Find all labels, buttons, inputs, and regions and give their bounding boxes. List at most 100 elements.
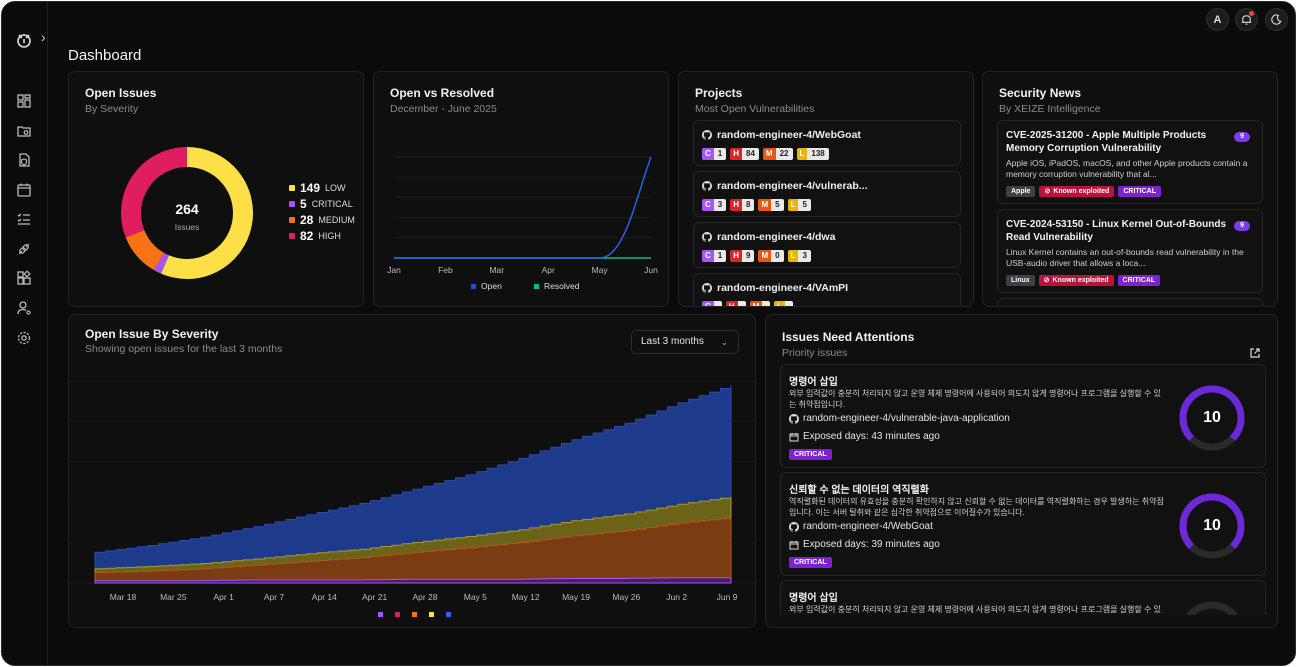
gear-icon[interactable] bbox=[16, 330, 32, 346]
github-icon bbox=[702, 283, 712, 293]
theme-icon bbox=[1271, 14, 1282, 25]
x-tick-label: Apr 7 bbox=[264, 592, 285, 602]
list-check-icon[interactable] bbox=[16, 211, 32, 227]
severity-area-card: Open Issue By Severity Showing open issu… bbox=[68, 314, 756, 628]
legend-swatch bbox=[471, 283, 476, 289]
badge-key: H bbox=[730, 199, 743, 211]
news-item[interactable] bbox=[997, 298, 1263, 306]
issue-repo[interactable]: random-engineer-4/vulnerable-java-applic… bbox=[789, 413, 1010, 424]
badge-value: 0 bbox=[771, 250, 784, 262]
severity-badge-m: M bbox=[749, 301, 771, 306]
project-item[interactable]: random-engineer-4/VAmPI C H M L bbox=[693, 273, 961, 306]
project-name: random-engineer-4/vulnerab... bbox=[702, 180, 868, 192]
github-icon bbox=[702, 232, 712, 242]
legend-count: 149 bbox=[300, 181, 321, 195]
user-avatar[interactable]: A bbox=[1206, 8, 1229, 31]
donut-slice-high bbox=[121, 147, 188, 238]
attention-card: Issues Need Attentions Priority issues 명… bbox=[765, 314, 1278, 628]
x-tick-label: Apr 21 bbox=[362, 592, 387, 602]
news-count-badge: 9 bbox=[1234, 221, 1250, 231]
badge-key: H bbox=[730, 250, 743, 262]
badge-key: M bbox=[749, 301, 763, 306]
x-tick-label: Jun bbox=[644, 265, 658, 275]
page-title: Dashboard bbox=[68, 47, 142, 64]
legend-count: 82 bbox=[300, 229, 314, 243]
attention-issue[interactable]: 명령어 삽입 외부 입력값이 충분히 처리되지 않고 운영 체제 명령어에 사용… bbox=[780, 364, 1266, 468]
user-settings-icon[interactable] bbox=[16, 300, 32, 316]
expand-sidebar-icon[interactable]: › bbox=[41, 29, 46, 45]
badge-value: 138 bbox=[807, 148, 829, 160]
card-title: Issues Need Attentions bbox=[782, 330, 915, 344]
legend-swatch-open bbox=[446, 612, 451, 617]
severity-badge-l: L 138 bbox=[796, 148, 829, 160]
open-issues-card: Open Issues By Severity 264 Issues 149 LO… bbox=[68, 71, 364, 307]
x-tick-label: Feb bbox=[438, 265, 453, 275]
legend-swatch bbox=[289, 217, 295, 223]
sidebar: › bbox=[2, 2, 48, 665]
calendar-icon[interactable] bbox=[16, 182, 32, 198]
attention-issue[interactable]: 명령어 삽입 외부 입력값이 충분히 처리되지 않고 운영 체제 명령어에 사용… bbox=[780, 580, 1266, 615]
severity-badge-l: L bbox=[774, 301, 794, 306]
score-ring bbox=[1185, 601, 1239, 615]
range-select[interactable]: Last 3 months ⌄ bbox=[631, 330, 739, 354]
file-shield-icon[interactable] bbox=[16, 152, 32, 168]
notifications-button[interactable] bbox=[1235, 8, 1258, 31]
severity-tag: CRITICAL bbox=[789, 449, 832, 460]
news-item[interactable]: CVE-2025-31200 - Apple Multiple Products… bbox=[997, 120, 1263, 204]
badge-key: M bbox=[758, 250, 772, 262]
card-title: Security News bbox=[999, 86, 1082, 100]
x-tick-label: May 12 bbox=[512, 592, 540, 602]
legend-label: HIGH bbox=[318, 231, 341, 241]
plug-icon[interactable] bbox=[16, 241, 32, 257]
legend-swatch-critical bbox=[378, 612, 383, 617]
severity-area-chart: Mar 18 Mar 25 Apr 1 Apr 7 Apr 14 Apr 21 Apr 28… bbox=[69, 380, 755, 617]
dashboard-icon[interactable] bbox=[16, 93, 32, 109]
x-tick-label: Apr 14 bbox=[312, 592, 337, 602]
badge-value: 1 bbox=[713, 148, 727, 160]
badge-value bbox=[762, 301, 771, 306]
badge-key: H bbox=[725, 301, 738, 306]
legend-resolved: Resolved bbox=[534, 281, 579, 291]
x-tick-label: Apr 1 bbox=[214, 592, 235, 602]
score-ring bbox=[1179, 493, 1245, 559]
project-item[interactable]: random-engineer-4/dwa C 1 H 9 M 0 L 3 bbox=[693, 222, 961, 268]
series-line-open bbox=[394, 156, 652, 259]
news-tags: Linux ⊘ Known exploited CRITICAL bbox=[1006, 275, 1161, 286]
legend-low: 149 LOW bbox=[289, 181, 346, 195]
project-item[interactable]: random-engineer-4/vulnerab... C 3 H 8 M 5 L 5 bbox=[693, 171, 961, 217]
severity-badge-m: M 22 bbox=[762, 148, 793, 160]
badge-value bbox=[785, 301, 794, 306]
issue-description: 역직렬화된 데이터의 유효성을 충분히 확인하지 않고 신뢰할 수 없는 데이터… bbox=[789, 497, 1164, 517]
legend-swatch bbox=[534, 283, 539, 289]
project-item[interactable]: random-engineer-4/WebGoat C 1 H 84 M 22 L 138 bbox=[693, 120, 961, 166]
legend-label: Resolved bbox=[544, 281, 580, 291]
open-issues-donut bbox=[121, 147, 253, 279]
security-news-card: Security News By XEIZE Intelligence CVE-… bbox=[982, 71, 1278, 307]
open-vs-resolved-chart: Jan Feb Mar Apr May Jun bbox=[387, 156, 658, 275]
external-link-icon[interactable] bbox=[1249, 346, 1261, 358]
legend-count: 5 bbox=[300, 197, 307, 211]
calendar-clock-icon bbox=[789, 540, 799, 549]
badge-value bbox=[713, 301, 722, 306]
card-subtitle: Priority issues bbox=[782, 347, 848, 359]
logo-icon[interactable] bbox=[14, 30, 34, 50]
badge-value: 5 bbox=[771, 199, 784, 211]
github-icon bbox=[702, 181, 712, 191]
folder-search-icon[interactable] bbox=[16, 123, 32, 139]
news-item[interactable]: CVE-2024-53150 - Linux Kernel Out-of-Bou… bbox=[997, 209, 1263, 293]
card-subtitle: December - June 2025 bbox=[390, 103, 497, 115]
theme-toggle-button[interactable] bbox=[1265, 8, 1288, 31]
exploited-text: Known exploited bbox=[1053, 188, 1110, 195]
score-value: 10 bbox=[1203, 517, 1221, 534]
badge-value: 5 bbox=[798, 199, 811, 211]
severity-tag: CRITICAL bbox=[789, 557, 832, 568]
card-subtitle: By Severity bbox=[85, 103, 139, 115]
badge-value: 8 bbox=[742, 199, 755, 211]
attention-issue[interactable]: 신뢰할 수 없는 데이터의 역직렬화 역직렬화된 데이터의 유효성을 충분히 확… bbox=[780, 472, 1266, 576]
widgets-icon[interactable] bbox=[16, 270, 32, 286]
issue-repo[interactable]: random-engineer-4/WebGoat bbox=[789, 521, 933, 532]
